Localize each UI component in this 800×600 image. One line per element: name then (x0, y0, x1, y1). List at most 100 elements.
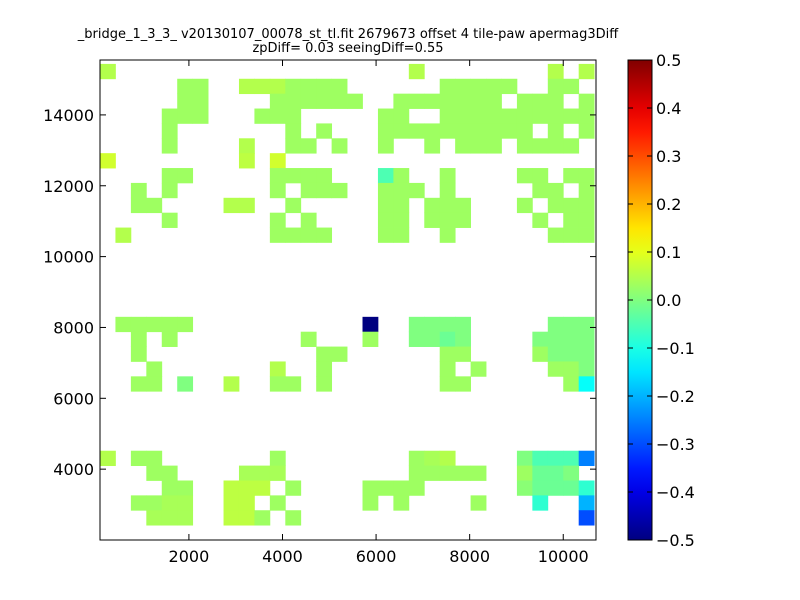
heatmap-cell (439, 331, 456, 347)
heatmap-cell (408, 465, 425, 481)
heatmap-cell (408, 182, 425, 199)
heatmap-cell (547, 63, 564, 80)
heatmap-cell (223, 376, 240, 392)
heatmap-cell (192, 78, 209, 95)
heatmap-cell (516, 465, 533, 481)
y-tick-label: 12000 (43, 177, 94, 196)
heatmap-cell (455, 93, 471, 109)
heatmap-cell (223, 510, 240, 526)
heatmap-cell (578, 361, 595, 377)
heatmap-cell (578, 227, 595, 243)
heatmap-cell (331, 346, 348, 362)
heatmap-cell (578, 346, 595, 362)
heatmap-cell (285, 93, 302, 109)
heatmap-cell (300, 168, 317, 184)
heatmap-cell (269, 168, 286, 184)
heatmap-cell (177, 376, 194, 392)
heatmap-cell (547, 480, 564, 496)
heatmap-cell (269, 78, 286, 95)
heatmap-cell (455, 197, 471, 214)
heatmap-cell (532, 138, 549, 154)
heatmap-cell (377, 168, 394, 184)
heatmap-cell (547, 346, 564, 362)
heatmap-cell (238, 480, 255, 496)
heatmap-cell (161, 168, 178, 184)
heatmap-cell (331, 138, 348, 154)
heatmap-cell (424, 197, 441, 214)
heatmap-cell (516, 450, 533, 467)
x-axis: 2000 4000 6000 8000 10000 (169, 60, 589, 566)
heatmap-cell (238, 495, 255, 511)
heatmap-cell (393, 182, 410, 199)
colorbar-tick-label: 0.3 (656, 147, 681, 166)
heatmap-cell (470, 495, 487, 511)
colorbar-tick-label: −0.1 (656, 339, 695, 358)
heatmap-cell (238, 510, 255, 526)
heatmap-cell (300, 138, 317, 154)
heatmap-cell (486, 138, 502, 154)
heatmap-cell (470, 138, 487, 154)
heatmap-cell (578, 450, 595, 467)
heatmap-cell (516, 168, 533, 184)
heatmap-cell (455, 212, 471, 228)
heatmap-cell (578, 331, 595, 347)
heatmap-cell (486, 78, 502, 95)
heatmap-cell (393, 197, 410, 214)
heatmap-cells (100, 63, 595, 526)
heatmap-cell (408, 480, 425, 496)
heatmap-cell (100, 153, 116, 169)
heatmap-cell (532, 168, 549, 184)
heatmap-cell (285, 197, 302, 214)
heatmap-cell (223, 495, 240, 511)
heatmap-cell (269, 212, 286, 228)
heatmap-cell (254, 108, 271, 124)
heatmap-cell (269, 153, 286, 169)
heatmap-cell (393, 108, 410, 124)
heatmap-cell (547, 182, 564, 199)
heatmap-cell (316, 227, 333, 243)
heatmap-cell (532, 480, 549, 496)
heatmap-cell (532, 93, 549, 109)
heatmap-cell (300, 331, 317, 347)
heatmap-cell (578, 316, 595, 333)
heatmap-cell (100, 450, 116, 467)
heatmap-cell (578, 123, 595, 139)
heatmap-cell (563, 376, 580, 392)
heatmap-cell (424, 212, 441, 228)
heatmap-cell (269, 227, 286, 243)
heatmap-cell (269, 376, 286, 392)
heatmap-cell (439, 108, 456, 124)
heatmap-cell (161, 480, 178, 496)
colorbar-tick-label: 0.4 (656, 99, 681, 118)
heatmap-cell (331, 78, 348, 95)
heatmap-cell (192, 108, 209, 124)
heatmap-cell (563, 450, 580, 467)
heatmap-cell (408, 450, 425, 467)
heatmap-cell (439, 376, 456, 392)
heatmap-cell (439, 227, 456, 243)
heatmap-cell (439, 197, 456, 214)
heatmap-cell (146, 465, 163, 481)
heatmap-cell (547, 316, 564, 333)
heatmap-cell (470, 78, 487, 95)
heatmap-cell (161, 108, 178, 124)
heatmap-cell (192, 93, 209, 109)
heatmap-cell (285, 123, 302, 139)
heatmap-cell (547, 465, 564, 481)
heatmap-cell (177, 78, 194, 95)
heatmap-cell (563, 331, 580, 347)
heatmap-cell (424, 465, 441, 481)
heatmap-cell (424, 331, 441, 347)
heatmap-cell (439, 316, 456, 333)
heatmap-cell (316, 182, 333, 199)
heatmap-cell (377, 123, 394, 139)
heatmap-cell (578, 182, 595, 199)
x-tick-label: 4000 (262, 547, 303, 566)
heatmap-cell (547, 123, 564, 139)
heatmap-cell (161, 182, 178, 199)
heatmap-cell (439, 182, 456, 199)
colorbar-tick-label: 0.5 (656, 51, 681, 70)
y-tick-label: 14000 (43, 106, 94, 125)
heatmap-cell (439, 450, 456, 467)
heatmap-cell (130, 197, 147, 214)
